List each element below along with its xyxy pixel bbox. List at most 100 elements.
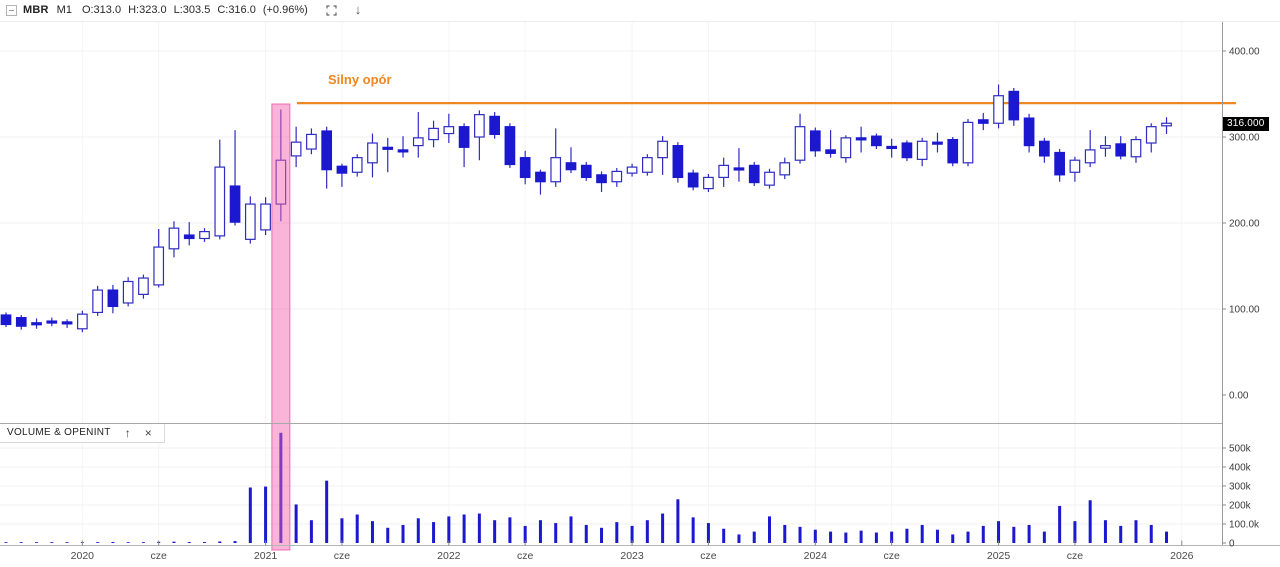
candle[interactable] [1115,143,1127,157]
candle[interactable] [703,176,714,190]
candle[interactable] [855,137,867,141]
candle[interactable] [0,314,12,326]
candle[interactable] [932,141,943,145]
candle[interactable] [886,145,898,150]
candle[interactable] [626,166,638,174]
move-pane-up-icon[interactable]: ↑ [124,425,131,440]
candle[interactable] [76,313,88,330]
volume-bar [309,520,313,543]
highlight-band[interactable] [271,103,291,551]
candle[interactable] [901,142,913,159]
candle[interactable] [748,164,760,184]
candle[interactable] [779,162,791,176]
candle[interactable] [321,130,333,171]
volume-bar [859,530,863,543]
candle[interactable] [168,227,180,250]
candle[interactable] [977,119,989,124]
candle[interactable] [840,137,852,159]
candle[interactable] [1130,138,1142,158]
candle[interactable] [1161,122,1172,127]
candle[interactable] [596,174,607,184]
candle[interactable] [428,127,439,141]
candle[interactable] [565,162,577,171]
candle[interactable] [764,171,775,186]
candle[interactable] [672,145,684,179]
candle[interactable] [733,167,745,171]
candle[interactable] [871,135,882,147]
candle[interactable] [61,321,73,325]
arrow-down-icon[interactable]: ↓ [354,2,362,17]
candle[interactable] [443,126,455,135]
symbol-label: MBR [23,4,49,16]
candle[interactable] [183,234,195,240]
candle[interactable] [351,157,363,173]
candle[interactable] [199,231,210,240]
candle[interactable] [336,165,348,174]
candle[interactable] [214,166,226,237]
candle[interactable] [641,157,653,173]
fullscreen-icon[interactable] [326,4,337,16]
candle[interactable] [290,141,302,157]
volume-axis-label: 400k [1229,463,1252,474]
candle[interactable] [382,146,394,150]
candle[interactable] [1069,159,1081,173]
volume-panel-title: VOLUME & OPENINT [7,427,111,438]
candle[interactable] [458,126,470,148]
candle[interactable] [1039,140,1050,157]
candle[interactable] [244,203,256,240]
candle[interactable] [916,140,928,160]
volume-bar [508,517,512,543]
candle[interactable] [138,277,149,295]
candle[interactable] [550,157,562,183]
candle[interactable] [718,164,730,179]
candle[interactable] [993,95,1004,124]
candle[interactable] [611,170,623,183]
candle[interactable] [397,149,409,153]
candle[interactable] [825,149,836,154]
candle[interactable] [535,171,546,183]
volume-bar [493,520,497,543]
candle[interactable] [92,289,103,314]
collapse-icon[interactable] [6,4,17,16]
candle[interactable] [46,320,58,324]
candle[interactable] [519,157,531,179]
candle[interactable] [1084,149,1096,164]
candle[interactable] [1145,126,1157,144]
candle[interactable] [504,126,516,166]
candle[interactable] [489,115,500,136]
candle[interactable] [474,114,485,138]
candle[interactable] [962,121,974,164]
volume-bar [844,532,848,543]
candle[interactable] [1008,90,1020,121]
volume-bar [981,525,985,543]
resistance-annotation[interactable]: Silny opór [328,72,392,87]
volume-bar [584,524,588,543]
candle[interactable] [107,289,119,308]
candle[interactable] [122,280,134,304]
volume-bar [325,480,329,543]
candle[interactable] [15,317,27,327]
candle[interactable] [31,322,42,326]
volume-axis-label: 0 [1229,539,1235,550]
candle[interactable] [1054,151,1065,176]
candle[interactable] [794,126,806,161]
volume-bar [401,524,405,543]
time-axis-label: 2026 [1170,550,1194,562]
candle[interactable] [367,142,378,164]
candle[interactable] [260,203,271,231]
candle[interactable] [1023,117,1035,147]
candle[interactable] [657,140,668,159]
candle[interactable] [229,185,241,223]
candle[interactable] [1100,145,1111,149]
candle[interactable] [687,172,699,188]
candle[interactable] [947,138,959,164]
close-pane-icon[interactable]: × [144,425,152,440]
candle[interactable] [580,164,592,179]
candle[interactable] [809,130,821,152]
candle[interactable] [275,159,287,205]
candle[interactable] [306,133,317,150]
candle[interactable] [153,246,165,286]
candle[interactable] [412,137,424,147]
volume-bar [50,542,54,543]
